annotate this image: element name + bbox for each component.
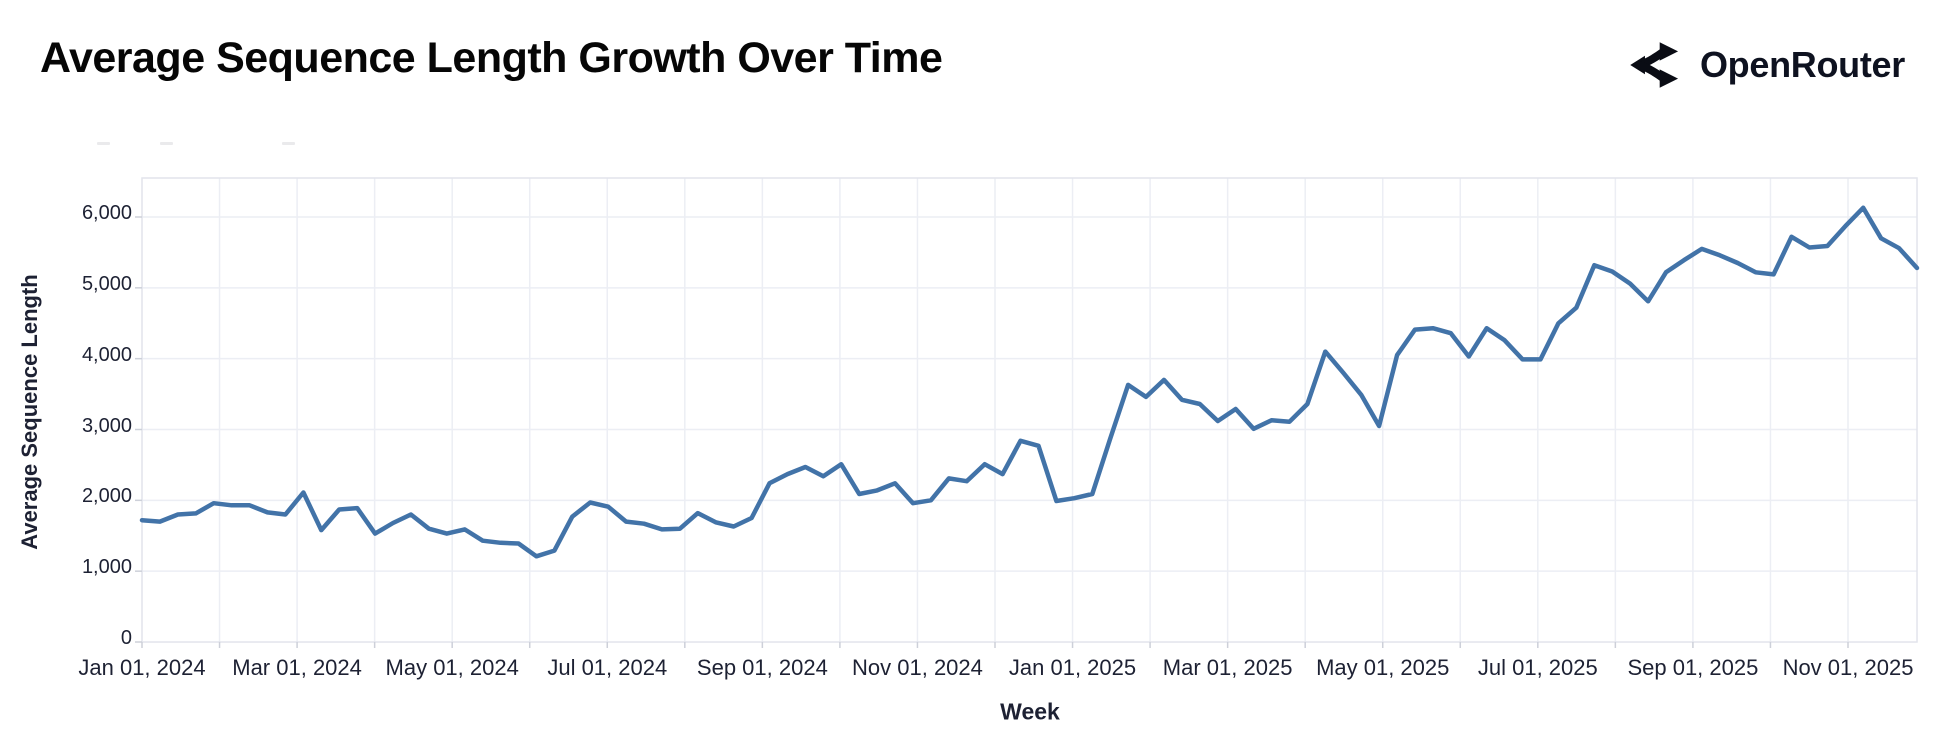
y-tick-label: 2,000 xyxy=(81,485,132,508)
x-tick-label: Nov 01, 2025 xyxy=(1782,655,1914,680)
x-tick-label: Jan 01, 2025 xyxy=(1008,655,1137,680)
y-tick-label: 3,000 xyxy=(81,414,132,437)
y-tick-label: 1,000 xyxy=(81,556,132,579)
x-tick-label: Nov 01, 2024 xyxy=(852,655,983,680)
faded-legend-remnant xyxy=(282,142,295,145)
openrouter-logo[interactable]: OpenRouter xyxy=(1629,40,1905,90)
x-tick-label: May 01, 2024 xyxy=(385,655,519,680)
x-tick-label: May 01, 2025 xyxy=(1316,655,1450,680)
faded-legend-remnant xyxy=(97,142,110,145)
faded-legend-remnant xyxy=(160,142,173,145)
x-tick-label: Mar 01, 2024 xyxy=(232,655,362,680)
x-tick-label: Sep 01, 2025 xyxy=(1627,655,1759,680)
y-tick-label: 4,000 xyxy=(81,343,132,366)
x-tick-label: Jan 01, 2024 xyxy=(78,655,206,680)
y-tick-label: 5,000 xyxy=(81,272,132,295)
x-axis-title: Week xyxy=(1000,698,1060,725)
x-tick-label: Jul 01, 2024 xyxy=(547,655,668,680)
x-tick-label: Sep 01, 2024 xyxy=(696,655,828,680)
x-tick-label: Mar 01, 2025 xyxy=(1162,655,1293,680)
x-tick-label: Jul 01, 2025 xyxy=(1477,655,1598,680)
page-title: Average Sequence Length Growth Over Time xyxy=(40,34,943,82)
openrouter-logo-text: OpenRouter xyxy=(1699,44,1905,85)
y-tick-label: 6,000 xyxy=(81,202,132,224)
openrouter-fork-arrows-icon xyxy=(1629,40,1683,90)
y-axis-title: Average Sequence Length xyxy=(17,274,42,550)
y-tick-label: 0 xyxy=(120,627,132,649)
